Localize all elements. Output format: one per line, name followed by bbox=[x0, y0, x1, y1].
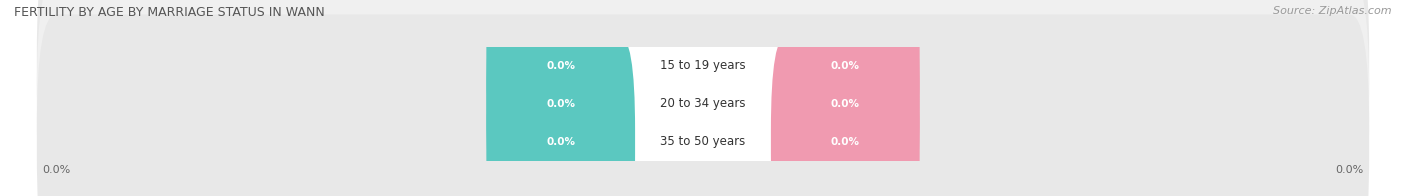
Text: 20 to 34 years: 20 to 34 years bbox=[661, 97, 745, 110]
Text: FERTILITY BY AGE BY MARRIAGE STATUS IN WANN: FERTILITY BY AGE BY MARRIAGE STATUS IN W… bbox=[14, 6, 325, 19]
FancyBboxPatch shape bbox=[37, 15, 1369, 196]
FancyBboxPatch shape bbox=[37, 0, 1369, 196]
Text: 0.0%: 0.0% bbox=[831, 137, 860, 147]
FancyBboxPatch shape bbox=[486, 0, 636, 173]
Text: 0.0%: 0.0% bbox=[546, 61, 575, 71]
FancyBboxPatch shape bbox=[770, 0, 920, 196]
Text: 15 to 19 years: 15 to 19 years bbox=[661, 60, 745, 73]
FancyBboxPatch shape bbox=[770, 0, 920, 173]
Text: 0.0%: 0.0% bbox=[546, 99, 575, 109]
Text: Source: ZipAtlas.com: Source: ZipAtlas.com bbox=[1274, 6, 1392, 16]
FancyBboxPatch shape bbox=[37, 0, 1369, 193]
FancyBboxPatch shape bbox=[770, 35, 920, 196]
Text: 0.0%: 0.0% bbox=[546, 137, 575, 147]
FancyBboxPatch shape bbox=[486, 0, 636, 196]
Text: 0.0%: 0.0% bbox=[831, 99, 860, 109]
FancyBboxPatch shape bbox=[609, 35, 797, 196]
Text: 0.0%: 0.0% bbox=[831, 61, 860, 71]
FancyBboxPatch shape bbox=[486, 35, 636, 196]
FancyBboxPatch shape bbox=[609, 0, 797, 173]
Text: 35 to 50 years: 35 to 50 years bbox=[661, 135, 745, 148]
FancyBboxPatch shape bbox=[609, 0, 797, 196]
